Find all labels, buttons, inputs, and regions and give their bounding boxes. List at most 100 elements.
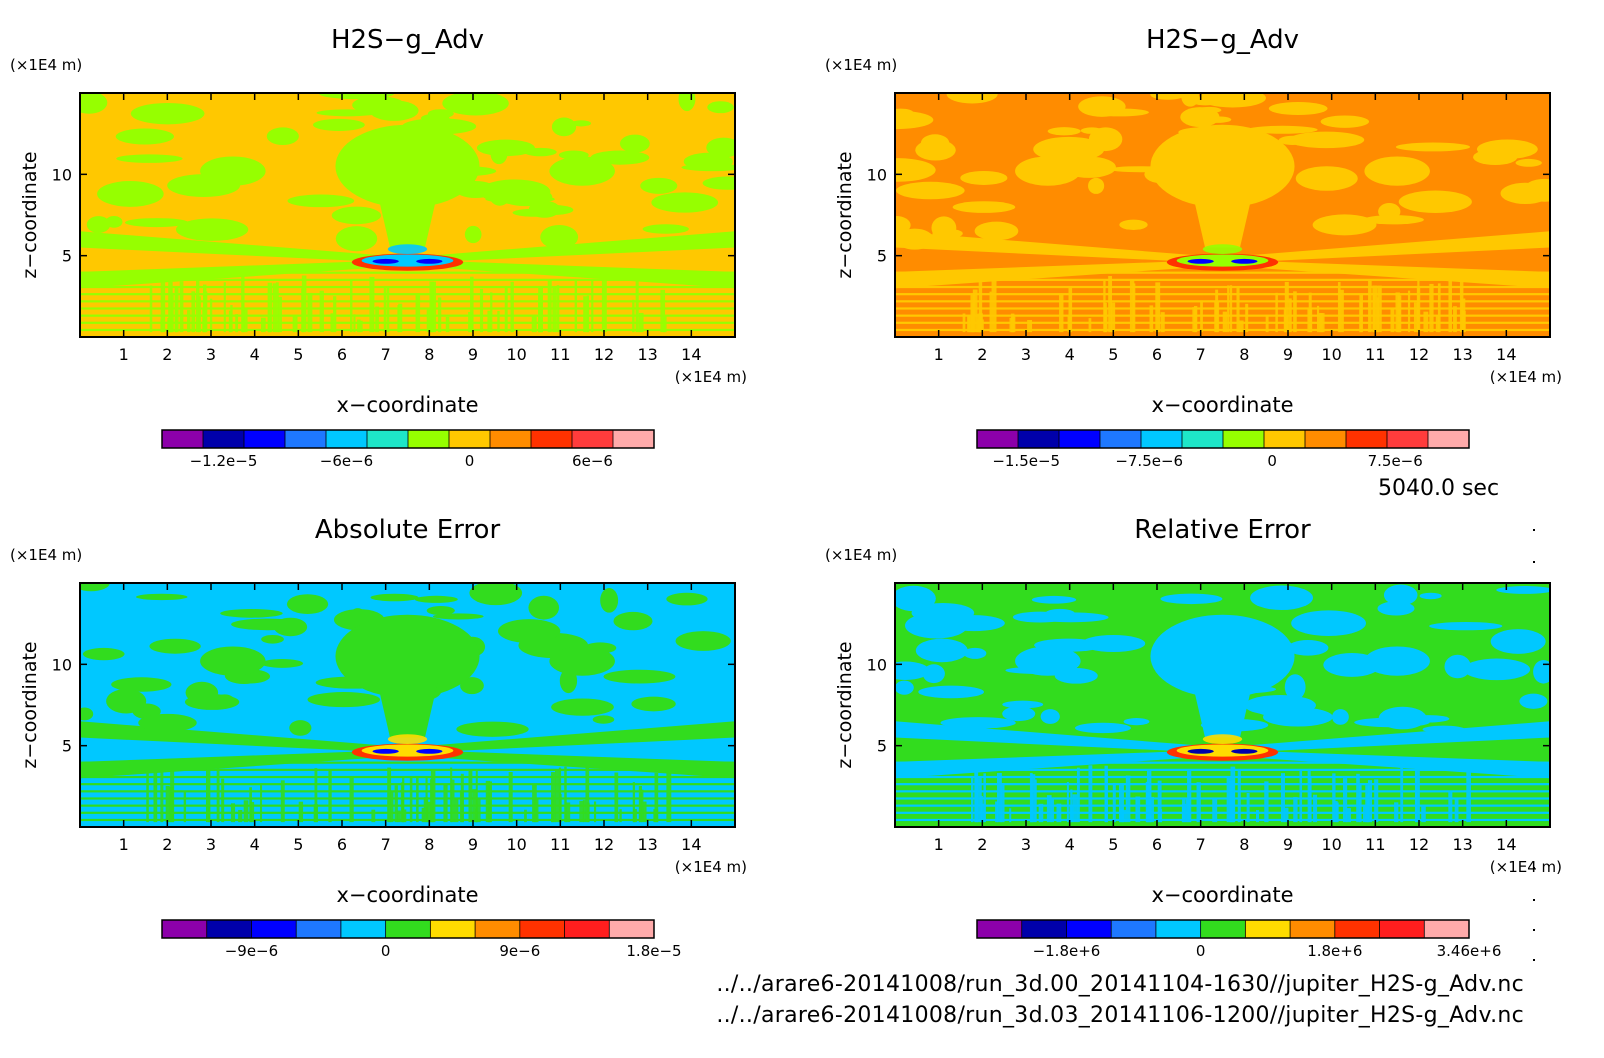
contour-striation: [1372, 293, 1376, 333]
contour-striation: [427, 801, 432, 823]
x-tick-label: 13: [1452, 345, 1472, 364]
contour-striation: [1155, 282, 1161, 333]
contour-blob: [331, 206, 382, 225]
contour-striation: [203, 291, 208, 333]
chart-title: H2S−g_Adv: [331, 25, 484, 55]
contour-striation: [1413, 302, 1419, 333]
contour-striation: [146, 765, 149, 823]
contour-striation: [160, 765, 164, 823]
colorbar-swatch: [613, 430, 655, 448]
contour-striation: [532, 783, 537, 823]
plot-frame: [79, 92, 736, 338]
x-tick-label: 14: [1496, 835, 1516, 854]
marker-dot: [1533, 959, 1535, 961]
contour-blob: [464, 225, 482, 244]
central-stem: [1191, 680, 1254, 738]
contour-blob: [640, 177, 678, 194]
contour-band: [80, 271, 735, 274]
colorbar-swatch: [1059, 430, 1101, 448]
contour-wing: [429, 721, 735, 753]
contour-wing: [895, 750, 1201, 779]
contour-striation: [243, 800, 249, 823]
contour-striation: [1275, 292, 1278, 333]
contour-blob: [931, 216, 957, 240]
contour-striation: [230, 304, 233, 333]
y-tick-label: 5: [62, 247, 72, 266]
colorbar-swatch: [385, 920, 431, 938]
colorbar-label: 1.8e+6: [1307, 942, 1362, 960]
contour-blob: [115, 128, 174, 145]
contour-wing: [895, 721, 1201, 753]
contour-striation: [978, 313, 983, 333]
contour-blob: [921, 617, 974, 629]
contour-striation: [375, 306, 379, 333]
x-tick-label: 5: [293, 345, 303, 364]
contour-striation: [583, 296, 589, 333]
contour-blob: [427, 109, 454, 119]
x-tick-label: 4: [1065, 345, 1075, 364]
x-tick-label: 2: [162, 345, 172, 364]
y-unit-label: (×1E4 m): [10, 546, 82, 564]
x-tick-label: 9: [1283, 835, 1293, 854]
contour-striation: [1453, 306, 1457, 333]
contour-blob: [289, 720, 312, 736]
contour-striation: [1159, 809, 1163, 823]
contour-band: [895, 314, 1550, 317]
contour-band: [80, 818, 735, 822]
contour-striation: [1397, 295, 1402, 333]
central-plume: [335, 614, 480, 698]
contour-striation: [579, 800, 585, 823]
file-path-2: ../../arare6-20141008/run_3d.03_20141106…: [716, 1003, 1524, 1028]
contour-striation: [1149, 305, 1154, 333]
x-tick-label: 2: [977, 345, 987, 364]
contour-striation: [387, 767, 392, 823]
contour-striation: [585, 766, 590, 823]
x-tick-label: 6: [337, 345, 347, 364]
contour-blob: [1444, 654, 1471, 679]
contour-blob: [220, 609, 283, 618]
contour-band: [80, 790, 735, 793]
contour-striation: [1160, 312, 1165, 333]
contour-striation: [423, 797, 429, 823]
contour-striation: [416, 777, 419, 823]
contour-striation: [1283, 807, 1289, 823]
contour-striation: [1437, 283, 1441, 333]
contour-striation: [238, 809, 243, 823]
contour-striation: [207, 804, 211, 823]
contour-blob: [426, 606, 455, 616]
contour-striation: [1466, 765, 1471, 823]
anomaly-core: [372, 258, 399, 264]
y-tick-label: 10: [867, 655, 887, 674]
contour-wing: [429, 750, 735, 779]
contour-striation: [1377, 285, 1382, 333]
contour-striation: [981, 803, 985, 823]
contour-striation: [1459, 280, 1464, 333]
contour-striation: [662, 315, 667, 333]
contour-striation: [531, 314, 537, 333]
contour-blob: [895, 108, 914, 117]
contour-striation: [1394, 802, 1399, 823]
contour-blob: [352, 96, 405, 115]
contour-wing: [1244, 231, 1550, 263]
colorbar-label: −9e−6: [225, 942, 278, 960]
y-axis-label: z−coordinate: [19, 641, 41, 768]
y-tick-label: 5: [877, 737, 887, 756]
contour-striation: [179, 281, 184, 333]
colorbar-swatch: [1223, 430, 1265, 448]
contour-band: [895, 818, 1550, 822]
contour-striation: [976, 313, 980, 333]
anomaly-core: [1231, 258, 1258, 264]
contour-band: [80, 321, 735, 324]
contour-striation: [1307, 768, 1311, 823]
contour-striation: [221, 778, 225, 823]
contour-blob: [261, 634, 284, 644]
contour-blob: [1033, 136, 1105, 162]
x-tick-label: 11: [550, 835, 570, 854]
contour-striation: [1067, 314, 1072, 333]
side-lobe: [1015, 156, 1081, 186]
contour-striation: [249, 787, 252, 823]
x-tick-label: 12: [594, 345, 614, 364]
contour-striation: [438, 297, 442, 333]
